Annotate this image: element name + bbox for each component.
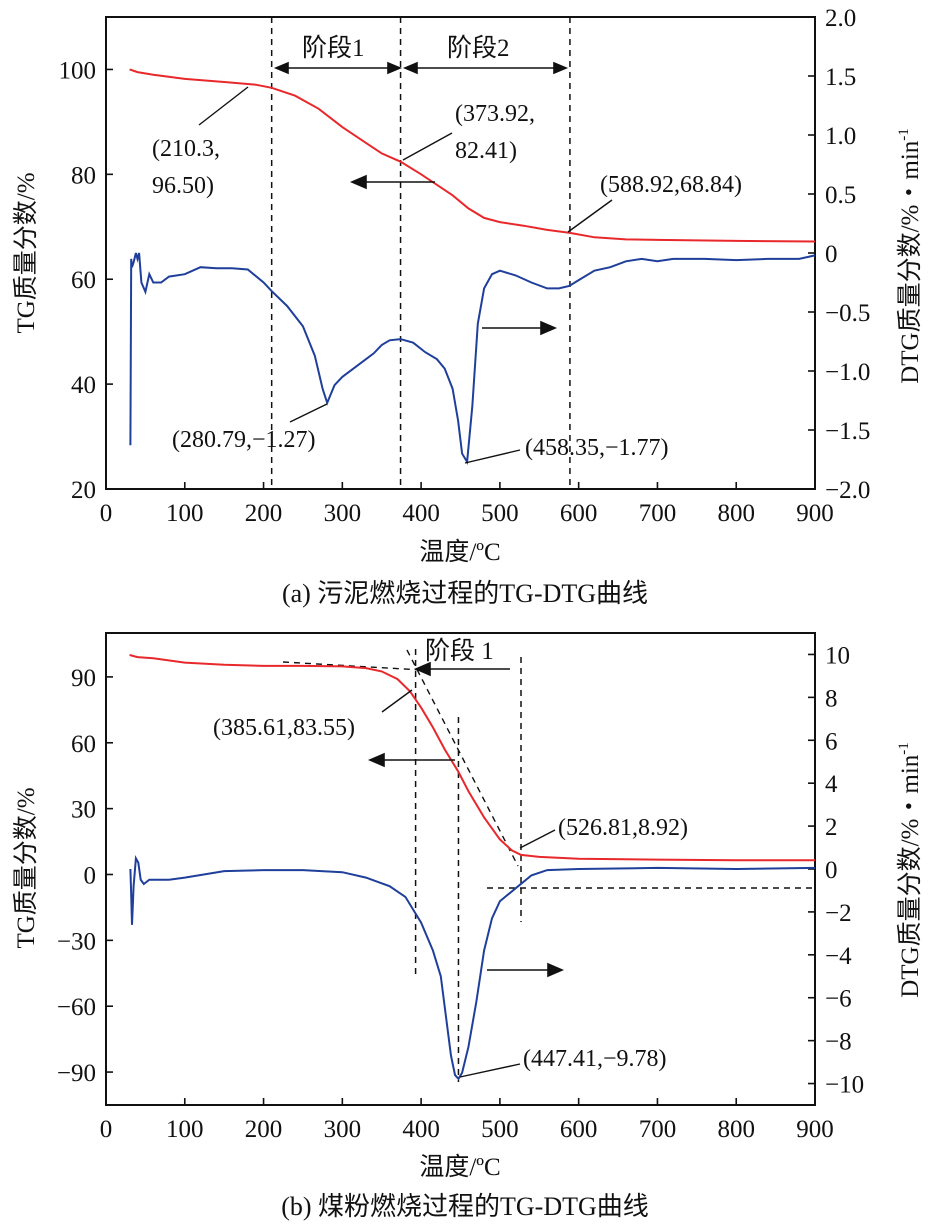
a-x-tick-label: 600	[560, 500, 598, 527]
a-x-tick-label: 800	[717, 500, 755, 527]
b-y-left-tick-label: 90	[71, 665, 96, 692]
a-y-right-tick-label: 1.0	[825, 123, 856, 150]
chart-a-annotation-tg-end: (588.92,68.84)	[600, 172, 742, 198]
b-x-tick-label: 100	[166, 1116, 204, 1143]
b-x-tick-label: 0	[100, 1116, 113, 1143]
chart-a-stage-arrows	[273, 61, 569, 75]
a-y-right-tick-label: 2.0	[825, 5, 856, 32]
b-y-right-tick-label: 6	[825, 728, 838, 755]
a-x-tick-label: 400	[402, 500, 440, 527]
chart-b-axis-arrows	[367, 752, 565, 978]
a-y-left-tick-label: 40	[71, 372, 96, 399]
chart-a-leader-lines	[198, 86, 613, 464]
a-y-left-tick-label: 80	[71, 162, 96, 189]
b-y-right-tick-label: −6	[825, 986, 852, 1013]
chart-b-y-right-label-text: DTG质量分数/%・min	[896, 754, 924, 998]
chart-a-annotation-tg-onset: (210.3,	[152, 136, 220, 162]
a-y-right-tick-label: −1.5	[825, 418, 870, 445]
chart-b: 0 100 200 300 400 500 600 700 800 900−90−60−30030…	[12, 632, 924, 1221]
a-x-tick-label: 500	[481, 500, 519, 527]
chart-a-stage-1-label: 阶段1	[302, 34, 365, 62]
chart-b-annotation-tg-onset: (385.61,83.55)	[213, 715, 355, 741]
chart-a-dtg-series	[129, 252, 816, 466]
b-x-tick-label: 400	[402, 1116, 440, 1143]
chart-b-annotation-dtg-peak: (447.41,−9.78)	[523, 1046, 667, 1072]
b-x-tick-label: 800	[717, 1116, 755, 1143]
a-x-tick-label: 900	[796, 500, 834, 527]
b-y-right-tick-label: 10	[825, 642, 850, 669]
b-y-left-tick-label: 0	[84, 862, 97, 889]
chart-a-annotation-dtg-peak1: (280.79,−1.27)	[172, 427, 316, 453]
a-y-left-tick-label: 60	[71, 267, 96, 294]
chart-a-annotation-tg-mid: (373.92,	[455, 101, 535, 127]
b-x-tick-label: 500	[481, 1116, 519, 1143]
a-y-right-tick-label: −1.0	[825, 359, 870, 386]
chart-a-frame	[105, 16, 816, 490]
b-y-right-tick-label: 8	[825, 685, 838, 712]
chart-a: 0 100 200 300 400 500 600 700 800 900 20 40 60 80 100 −…	[12, 5, 924, 608]
chart-a-annotation-dtg-peak2: (458.35,−1.77)	[525, 435, 669, 461]
b-y-left-tick-label: −60	[57, 994, 96, 1021]
a-y-right-tick-label: 1.5	[825, 64, 856, 91]
a-y-right-tick-label: −0.5	[825, 300, 870, 327]
a-y-left-tick-label: 100	[59, 57, 97, 84]
b-y-left-tick-label: 60	[71, 731, 96, 758]
chart-a-caption: (a) 污泥燃烧过程的TG-DTG曲线	[282, 579, 648, 608]
a-y-right-tick-label: 0	[825, 241, 838, 268]
chart-a-stage-2-label: 阶段2	[447, 34, 510, 62]
a-y-left-tick-label: 20	[71, 477, 96, 504]
chart-b-stage-1-label: 阶段 1	[425, 637, 494, 665]
b-x-tick-label: 600	[560, 1116, 598, 1143]
chart-b-x-label: 温度/ºC	[419, 1153, 500, 1181]
chart-b-y-right-label-sup: -1	[896, 742, 912, 755]
b-y-left-tick-label: −90	[57, 1060, 96, 1087]
chart-a-y-right-label-sup: -1	[896, 128, 912, 141]
chart-b-annotation-tg-end: (526.81,8.92)	[558, 815, 688, 841]
b-y-right-tick-label: 4	[825, 771, 838, 798]
chart-a-axis-arrows	[349, 174, 558, 336]
a-x-tick-label: 700	[639, 500, 677, 527]
chart-a-annotation-tg-onset-2: 96.50)	[152, 173, 214, 199]
b-y-right-tick-label: −8	[825, 1029, 852, 1056]
chart-b-y-right-label: DTG质量分数/%・min-1	[896, 742, 924, 998]
chart-b-leader-lines	[381, 689, 556, 1078]
chart-a-annotation-tg-mid-2: 82.41)	[455, 138, 517, 164]
b-x-tick-label: 900	[796, 1116, 834, 1143]
b-y-left-tick-label: 30	[71, 797, 96, 824]
b-y-right-tick-label: 2	[825, 814, 838, 841]
chart-b-caption: (b) 煤粉燃烧过程的TG-DTG曲线	[281, 1192, 649, 1221]
chart-a-tg-series	[129, 68, 816, 243]
b-y-right-tick-label: −10	[825, 1072, 864, 1099]
chart-a-x-label: 温度/ºC	[419, 538, 500, 566]
chart-a-y-right-label-text: DTG质量分数/%・min	[896, 140, 924, 384]
chart-b-stage-arrow	[413, 661, 510, 677]
chart-a-y-left-label: TG质量分数/%	[12, 172, 40, 333]
a-x-tick-label: 200	[245, 500, 283, 527]
chart-b-tg-series	[129, 654, 815, 862]
b-x-tick-label: 300	[324, 1116, 362, 1143]
chart-a-y-right-label: DTG质量分数/%・min-1	[896, 128, 924, 384]
b-x-tick-label: 700	[639, 1116, 677, 1143]
a-y-right-tick-label: −2.0	[825, 477, 870, 504]
chart-b-tangent-lines	[282, 649, 815, 889]
a-x-tick-label: 0	[100, 500, 113, 527]
chart-b-dtg-series	[129, 854, 816, 1081]
a-x-tick-label: 300	[324, 500, 362, 527]
a-x-tick-label: 100	[166, 500, 204, 527]
a-y-right-tick-label: 0.5	[825, 182, 856, 209]
chart-b-y-left-label: TG质量分数/%	[12, 787, 40, 948]
b-y-left-tick-label: −30	[57, 928, 96, 955]
b-y-right-tick-label: 0	[825, 857, 838, 884]
b-x-tick-label: 200	[245, 1116, 283, 1143]
b-y-right-tick-label: −4	[825, 943, 852, 970]
b-y-right-tick-label: −2	[825, 900, 852, 927]
